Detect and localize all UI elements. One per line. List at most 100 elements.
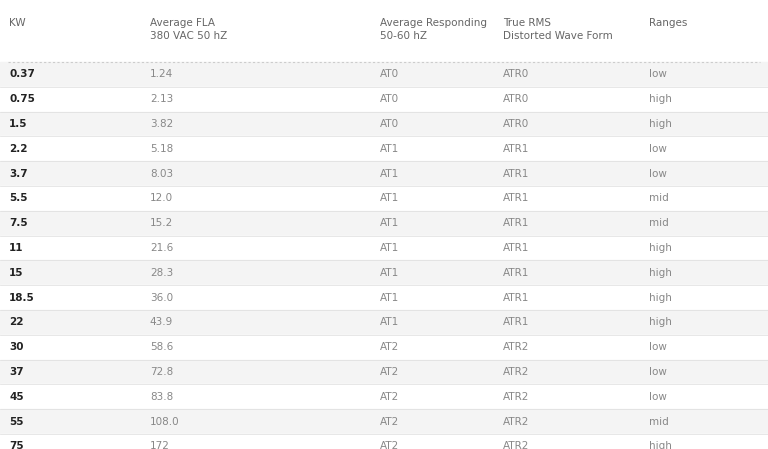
Text: high: high	[649, 243, 672, 253]
Text: 1.24: 1.24	[150, 70, 173, 79]
Bar	[0, 260, 768, 285]
Bar	[0, 434, 768, 449]
Text: 1.5: 1.5	[9, 119, 28, 129]
Text: AT1: AT1	[380, 169, 399, 179]
Text: 3.82: 3.82	[150, 119, 173, 129]
Bar	[0, 335, 768, 360]
Text: ATR2: ATR2	[503, 342, 529, 352]
Text: AT2: AT2	[380, 392, 399, 402]
Text: ATR1: ATR1	[503, 194, 529, 203]
Text: high: high	[649, 317, 672, 327]
Text: 0.37: 0.37	[9, 70, 35, 79]
Text: high: high	[649, 119, 672, 129]
Text: 45: 45	[9, 392, 24, 402]
Text: 380 VAC 50 hZ: 380 VAC 50 hZ	[150, 31, 227, 41]
Bar	[0, 409, 768, 434]
Bar	[0, 285, 768, 310]
Text: AT1: AT1	[380, 218, 399, 228]
Text: 50-60 hZ: 50-60 hZ	[380, 31, 427, 41]
Bar	[0, 136, 768, 161]
Text: ATR2: ATR2	[503, 441, 529, 449]
Text: low: low	[649, 342, 667, 352]
Text: Distorted Wave Form: Distorted Wave Form	[503, 31, 613, 41]
Text: 5.18: 5.18	[150, 144, 173, 154]
Text: 7.5: 7.5	[9, 218, 28, 228]
Text: ATR1: ATR1	[503, 144, 529, 154]
Text: Ranges: Ranges	[649, 18, 687, 28]
Text: 108.0: 108.0	[150, 417, 180, 427]
Text: ATR2: ATR2	[503, 392, 529, 402]
Text: ATR0: ATR0	[503, 94, 529, 104]
Text: AT1: AT1	[380, 317, 399, 327]
Text: Average Responding: Average Responding	[380, 18, 487, 28]
Bar	[0, 211, 768, 236]
Text: 36.0: 36.0	[150, 293, 173, 303]
Text: ATR0: ATR0	[503, 119, 529, 129]
Text: high: high	[649, 293, 672, 303]
Text: high: high	[649, 94, 672, 104]
Text: ATR2: ATR2	[503, 417, 529, 427]
Text: ATR1: ATR1	[503, 293, 529, 303]
Text: 55: 55	[9, 417, 24, 427]
Text: AT1: AT1	[380, 194, 399, 203]
Text: 5.5: 5.5	[9, 194, 28, 203]
Text: 2.2: 2.2	[9, 144, 28, 154]
Text: AT2: AT2	[380, 417, 399, 427]
Text: 43.9: 43.9	[150, 317, 173, 327]
Text: low: low	[649, 392, 667, 402]
Text: low: low	[649, 70, 667, 79]
Text: AT0: AT0	[380, 119, 399, 129]
Text: low: low	[649, 144, 667, 154]
Text: AT2: AT2	[380, 441, 399, 449]
Text: 83.8: 83.8	[150, 392, 173, 402]
Text: 58.6: 58.6	[150, 342, 173, 352]
Text: 28.3: 28.3	[150, 268, 173, 278]
Text: high: high	[649, 268, 672, 278]
Text: 15.2: 15.2	[150, 218, 173, 228]
Text: 22: 22	[9, 317, 24, 327]
Text: AT2: AT2	[380, 342, 399, 352]
Text: 75: 75	[9, 441, 24, 449]
Bar	[0, 186, 768, 211]
Text: 72.8: 72.8	[150, 367, 173, 377]
Text: 2.13: 2.13	[150, 94, 173, 104]
Text: mid: mid	[649, 194, 669, 203]
Text: 21.6: 21.6	[150, 243, 173, 253]
Bar	[0, 236, 768, 260]
Text: 8.03: 8.03	[150, 169, 173, 179]
Text: AT0: AT0	[380, 70, 399, 79]
Bar	[0, 87, 768, 112]
Text: 11: 11	[9, 243, 24, 253]
Text: AT1: AT1	[380, 293, 399, 303]
Text: ATR1: ATR1	[503, 218, 529, 228]
Text: 172: 172	[150, 441, 170, 449]
Text: Average FLA: Average FLA	[150, 18, 215, 28]
Bar	[0, 112, 768, 136]
Text: 3.7: 3.7	[9, 169, 28, 179]
Text: ATR2: ATR2	[503, 367, 529, 377]
Text: 37: 37	[9, 367, 24, 377]
Text: AT1: AT1	[380, 144, 399, 154]
Text: mid: mid	[649, 218, 669, 228]
Bar	[0, 360, 768, 384]
Text: low: low	[649, 367, 667, 377]
Text: ATR1: ATR1	[503, 169, 529, 179]
Text: AT0: AT0	[380, 94, 399, 104]
Text: True RMS: True RMS	[503, 18, 551, 28]
Text: 15: 15	[9, 268, 24, 278]
Text: ATR1: ATR1	[503, 317, 529, 327]
Bar	[0, 384, 768, 409]
Bar	[0, 62, 768, 87]
Text: AT1: AT1	[380, 268, 399, 278]
Text: AT1: AT1	[380, 243, 399, 253]
Text: 12.0: 12.0	[150, 194, 173, 203]
Text: ATR1: ATR1	[503, 268, 529, 278]
Text: 30: 30	[9, 342, 24, 352]
Text: AT2: AT2	[380, 367, 399, 377]
Text: KW: KW	[9, 18, 26, 28]
Text: ATR0: ATR0	[503, 70, 529, 79]
Text: ATR1: ATR1	[503, 243, 529, 253]
Text: mid: mid	[649, 417, 669, 427]
Bar	[0, 310, 768, 335]
Text: 18.5: 18.5	[9, 293, 35, 303]
